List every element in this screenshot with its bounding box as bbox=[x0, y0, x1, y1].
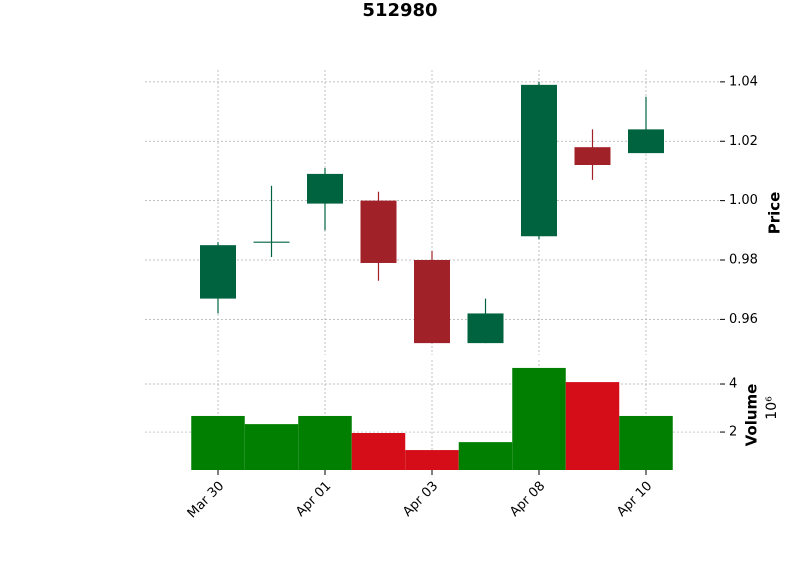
volume-tick-label: 4 bbox=[729, 377, 737, 392]
candle-body bbox=[200, 245, 236, 299]
y-tick-label: 1.04 bbox=[729, 74, 758, 89]
volume-multiplier: 10⁶ bbox=[764, 396, 780, 420]
candle-body bbox=[360, 200, 397, 263]
x-tick-label: Mar 30 bbox=[185, 479, 228, 522]
candle-body bbox=[467, 313, 504, 344]
volume-bar bbox=[565, 382, 620, 470]
y-tick-label: 0.98 bbox=[729, 253, 758, 268]
candle-body bbox=[628, 129, 664, 154]
volume-bar bbox=[298, 415, 352, 470]
volume-axis-label: Volume bbox=[743, 384, 761, 447]
chart-title: 512980 bbox=[362, 0, 437, 21]
candle-body bbox=[574, 147, 611, 165]
volume-tick-label: 2 bbox=[729, 425, 737, 440]
y-tick-label: 1.00 bbox=[729, 193, 758, 208]
candle-body bbox=[521, 84, 557, 237]
y-tick-label: 0.96 bbox=[729, 312, 758, 327]
x-tick-label: Apr 03 bbox=[400, 479, 441, 520]
x-tick-label: Apr 01 bbox=[293, 479, 334, 520]
y-axis-label: Price bbox=[766, 192, 784, 235]
volume-bar bbox=[458, 442, 513, 470]
y-tick-label: 1.02 bbox=[729, 134, 758, 149]
volume-bar bbox=[405, 450, 459, 470]
volume-bar bbox=[512, 367, 566, 470]
volume-bar bbox=[244, 424, 299, 470]
volume-bar bbox=[351, 433, 406, 470]
candle-body bbox=[307, 173, 343, 204]
volume-bar bbox=[619, 415, 673, 470]
candle-body bbox=[414, 260, 450, 344]
x-tick-label: Apr 08 bbox=[507, 479, 548, 520]
volume-bar bbox=[191, 415, 245, 470]
x-tick-label: Apr 10 bbox=[614, 479, 655, 520]
